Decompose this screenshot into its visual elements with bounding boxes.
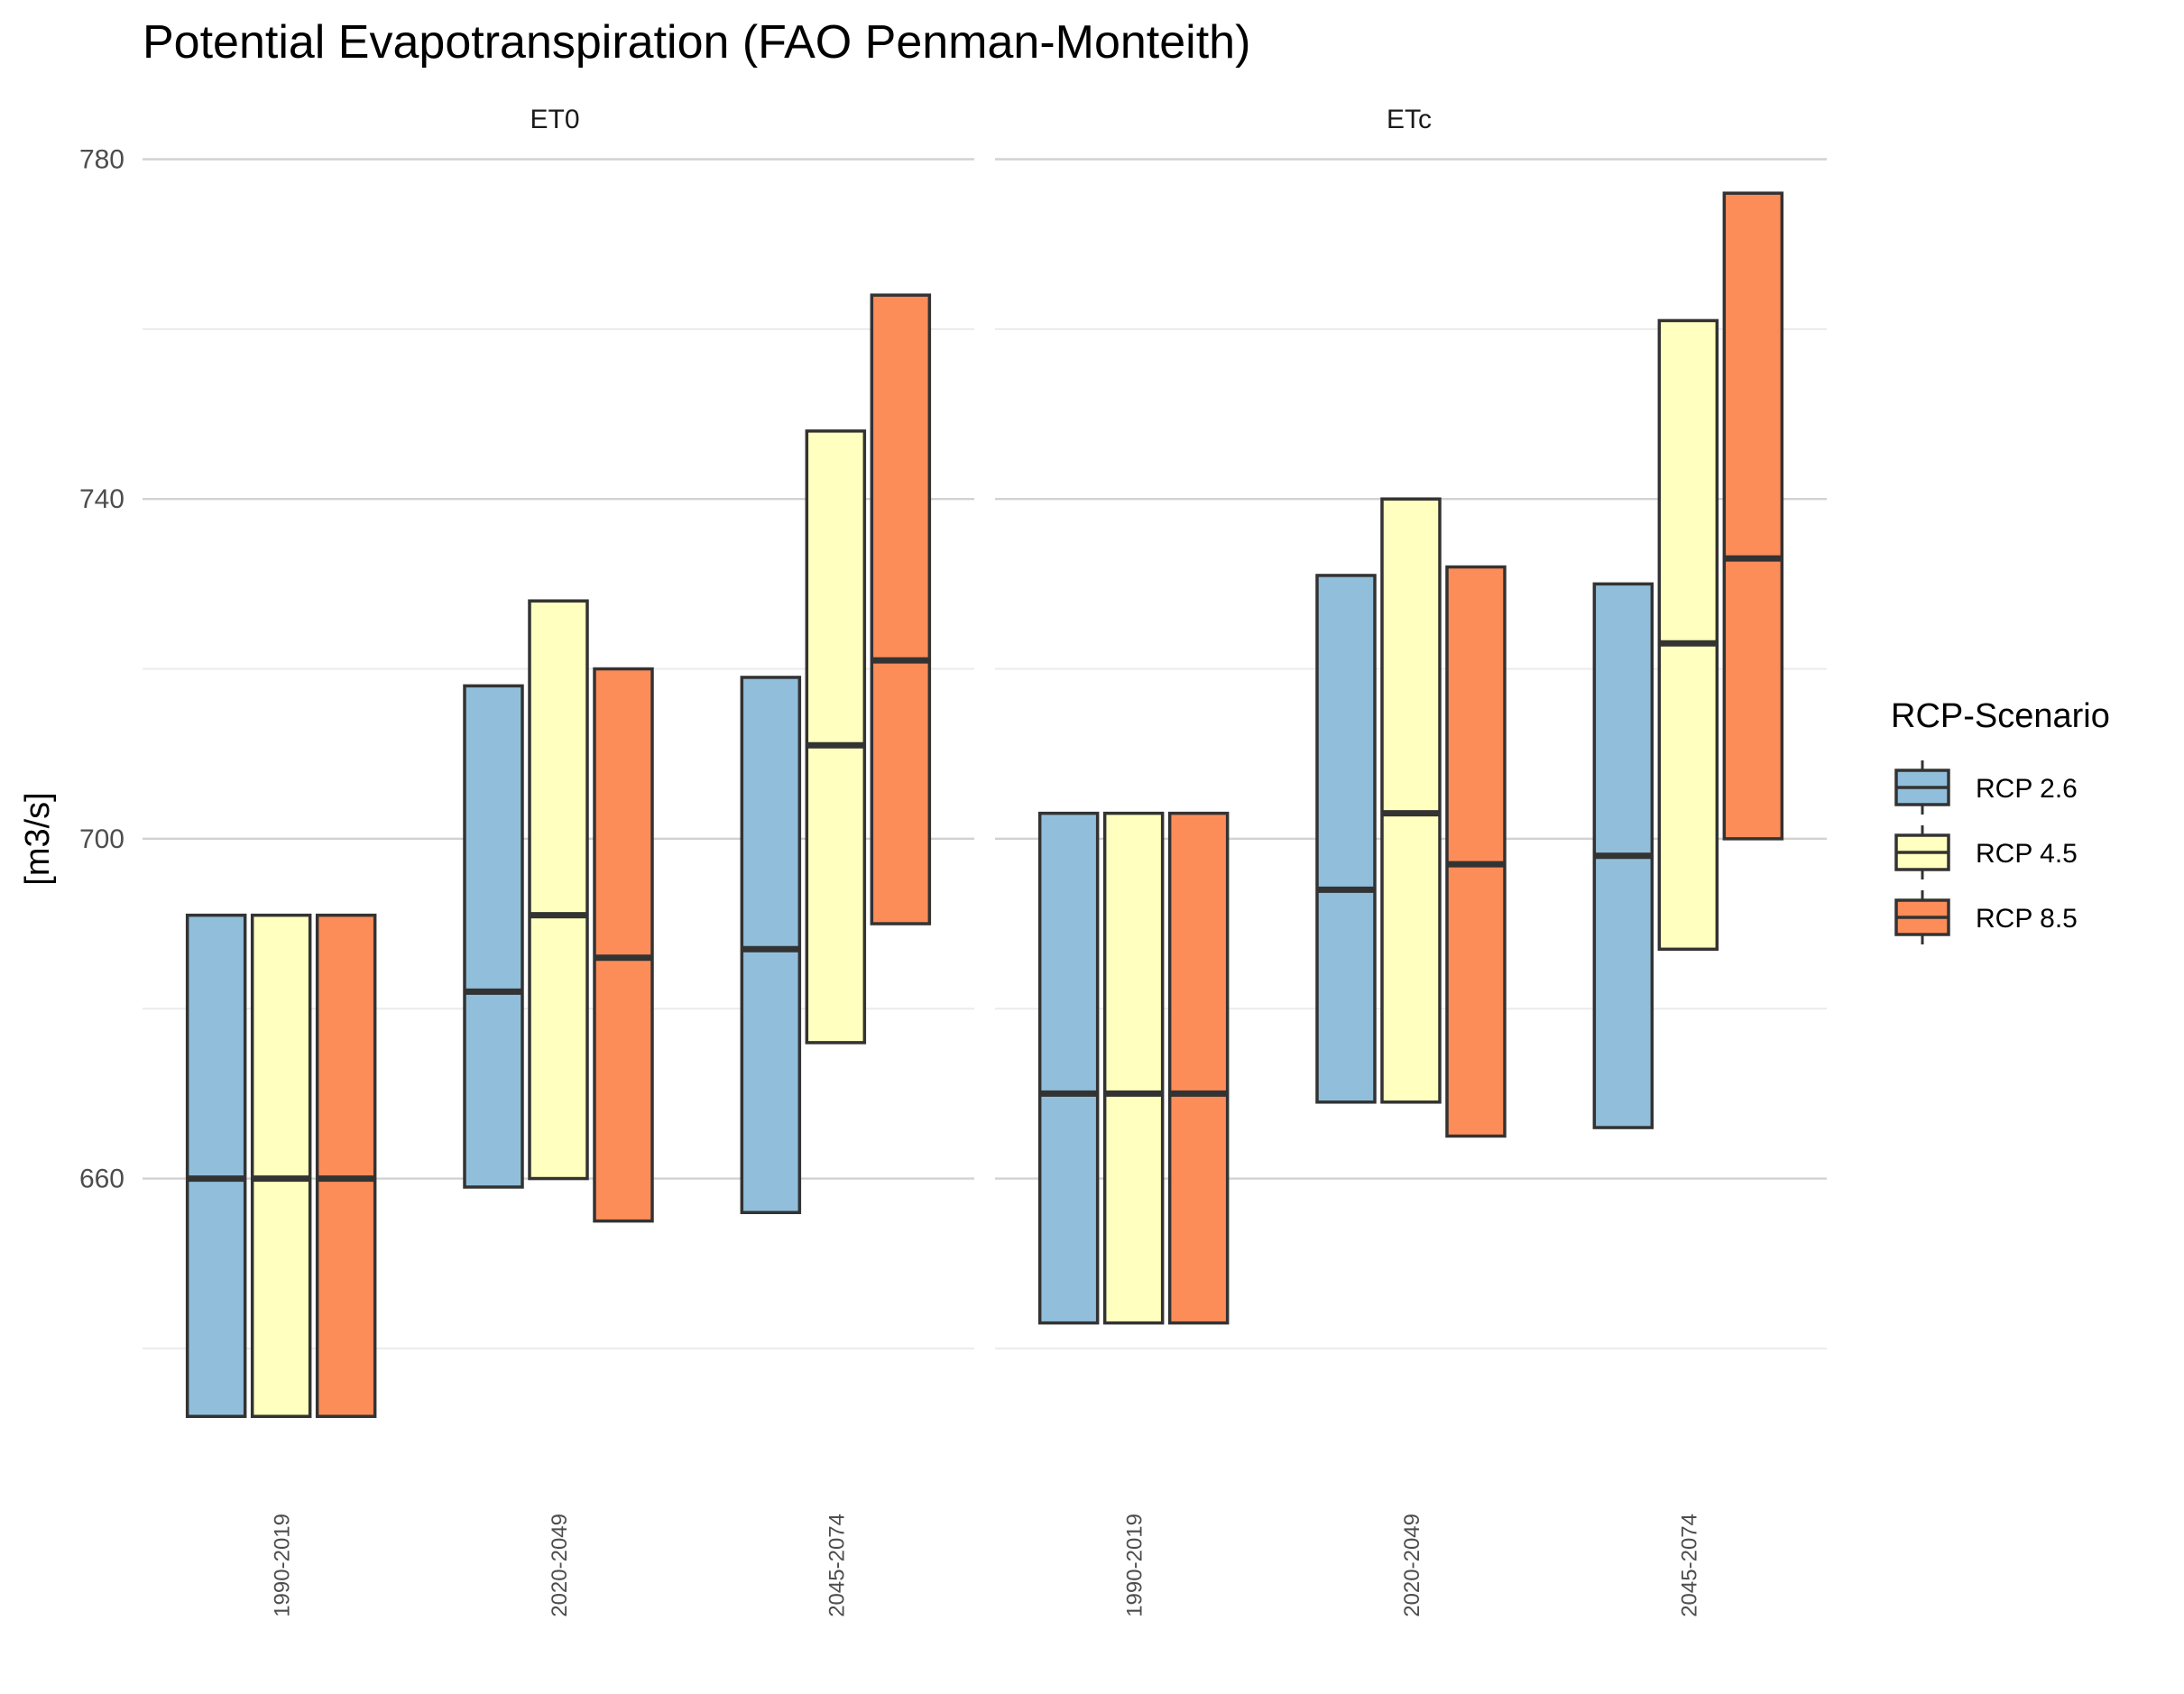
crossbar-box [1445, 565, 1507, 1138]
y-axis-ticks: 660 700 740 780 [79, 145, 124, 1194]
crossbar-box [740, 676, 802, 1214]
x-tick-label: 1990-2019 [1123, 1514, 1147, 1617]
grid-lines [143, 158, 1827, 1349]
legend: RCP-Scenario RCP 2.6 RCP 4.5 RCP 8.5 [1891, 697, 2110, 944]
legend-item: RCP 4.5 [1894, 825, 2078, 879]
crossbar-box [315, 913, 377, 1418]
legend-title: RCP-Scenario [1891, 697, 2110, 735]
legend-item: RCP 2.6 [1894, 760, 2078, 815]
x-tick-label: 2020-2049 [1400, 1514, 1424, 1617]
crossbar-box [185, 913, 247, 1418]
crossbar-box [250, 913, 312, 1418]
crossbar-box [870, 293, 932, 925]
y-tick-label: 780 [79, 145, 124, 175]
crossbar-box [463, 684, 524, 1189]
crossbar-box [1380, 497, 1442, 1104]
y-tick-label: 660 [79, 1165, 124, 1194]
x-tick-label: 1990-2019 [271, 1514, 295, 1617]
x-tick-label: 2045-2074 [1677, 1514, 1701, 1617]
chart-title: Potential Evapotranspiration (FAO Penman… [143, 16, 1250, 69]
panel-strip-et0: ET0 [530, 105, 579, 134]
x-axis-ticks: 1990-2019 2020-2049 2045-2074 1990-2019 2020… [271, 1514, 1702, 1617]
crossbar-box [528, 599, 589, 1181]
crossbar-box [1167, 811, 1230, 1325]
panel-strip-etc: ETc [1387, 105, 1432, 134]
crossbar-box [1722, 191, 1784, 841]
y-tick-label: 740 [79, 484, 124, 514]
y-axis-label: [m3/s] [19, 792, 57, 885]
crossbar-box [1315, 574, 1377, 1104]
legend-label: RCP 2.6 [1976, 774, 2078, 804]
x-tick-label: 2045-2074 [825, 1514, 849, 1617]
crossbar-box [593, 667, 654, 1223]
legend-items: RCP 2.6 RCP 4.5 RCP 8.5 [1894, 760, 2078, 944]
crossbar-box [1037, 811, 1100, 1325]
crossbar-box [1102, 811, 1165, 1325]
x-tick-label: 2020-2049 [548, 1514, 572, 1617]
legend-label: RCP 4.5 [1976, 839, 2078, 869]
y-tick-label: 700 [79, 824, 124, 854]
crossbar-box [805, 429, 867, 1045]
legend-label: RCP 8.5 [1976, 904, 2078, 934]
legend-item: RCP 8.5 [1894, 890, 2078, 944]
crossbar-box [1657, 318, 1719, 952]
crossbars [185, 191, 1784, 1418]
